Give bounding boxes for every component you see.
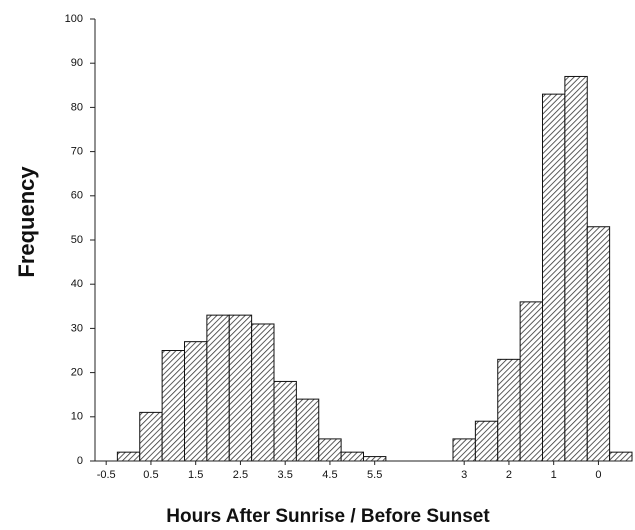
y-tick-label: 80	[71, 101, 83, 113]
bar	[251, 323, 275, 462]
x-tick-label: 4.5	[322, 469, 337, 481]
bar	[273, 380, 297, 462]
y-axis-label: Frequency	[14, 166, 39, 278]
y-tick-label: 40	[71, 278, 83, 290]
bar	[340, 451, 364, 462]
bar	[474, 420, 499, 462]
y-tick-label: 10	[71, 411, 83, 423]
bar	[161, 350, 185, 462]
y-tick-label: 20	[71, 367, 83, 379]
bar	[184, 341, 208, 462]
bar	[228, 314, 253, 462]
bar	[363, 456, 387, 462]
y-tick-label: 70	[71, 146, 83, 158]
y-tick-label: 60	[71, 190, 83, 202]
x-axis-label: Hours After Sunrise / Before Sunset	[166, 506, 490, 527]
x-tick-label: 2	[506, 469, 512, 481]
bar	[542, 93, 566, 462]
y-tick-label: 0	[77, 455, 83, 467]
bar	[564, 75, 588, 462]
bar	[206, 314, 230, 462]
x-tick-label: 1.5	[188, 469, 203, 481]
x-tick-label: 1	[551, 469, 557, 481]
bar	[586, 226, 611, 462]
x-tick-label: 3	[461, 469, 467, 481]
bar	[452, 438, 476, 462]
x-tick-label: 5.5	[367, 469, 382, 481]
bar	[497, 358, 521, 462]
x-tick-label: 3.5	[278, 469, 293, 481]
y-tick-label: 30	[71, 322, 83, 334]
bar	[295, 398, 320, 462]
bar	[609, 451, 633, 462]
y-tick-label: 100	[65, 13, 83, 25]
x-tick-label: 0	[595, 469, 601, 481]
bar	[519, 301, 543, 462]
bar	[139, 411, 163, 462]
bar	[318, 438, 342, 462]
x-tick-label: -0.5	[97, 469, 116, 481]
y-tick-label: 50	[71, 234, 83, 246]
x-tick-label: 0.5	[143, 469, 158, 481]
bar	[116, 451, 141, 462]
y-tick-label: 90	[71, 57, 83, 69]
x-tick-label: 2.5	[233, 469, 248, 481]
